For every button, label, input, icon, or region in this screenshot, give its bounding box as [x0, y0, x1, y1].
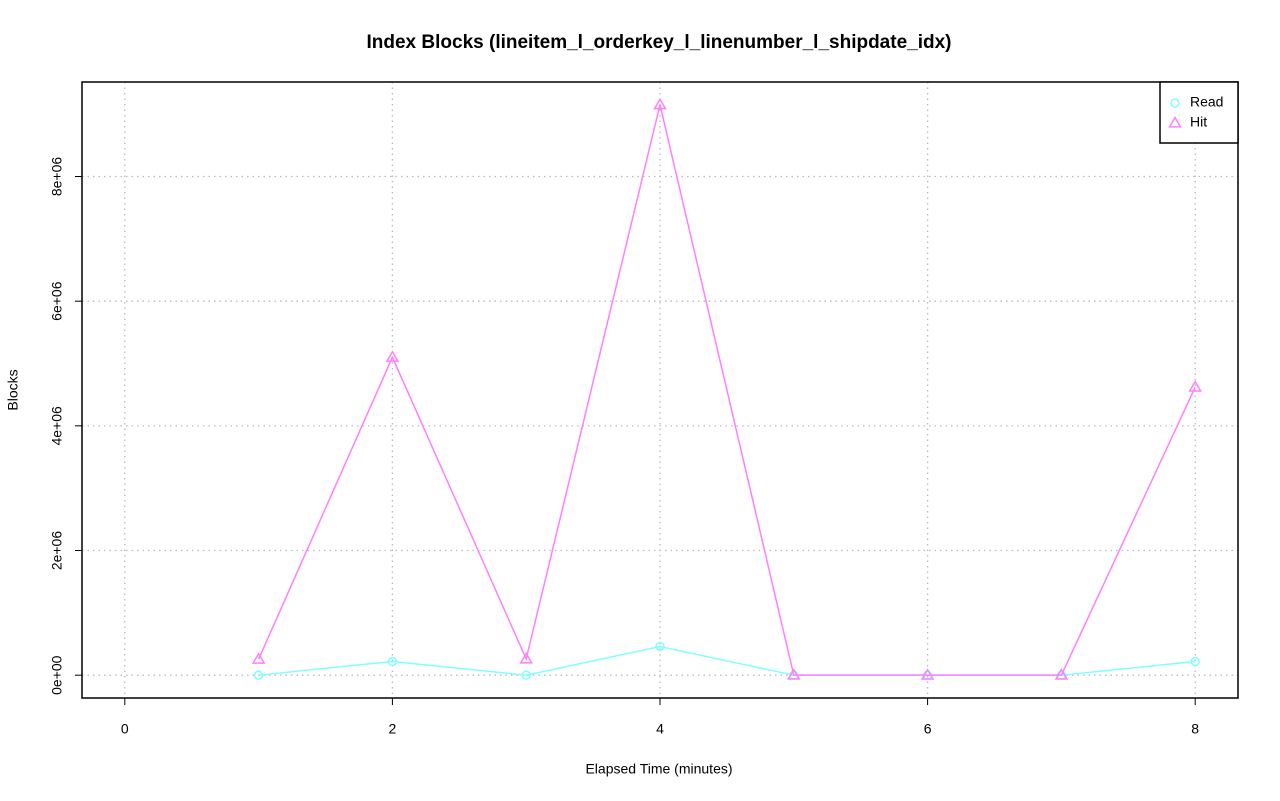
y-tick-label: 0e+00	[49, 655, 65, 695]
data-point	[253, 670, 264, 680]
chart-title: Index Blocks (lineitem_l_orderkey_l_line…	[367, 32, 952, 53]
legend-box	[1159, 81, 1239, 144]
y-tick-label: 2e+06	[49, 531, 65, 571]
y-tick-label: 4e+06	[49, 406, 65, 446]
x-axis-label: Elapsed Time (minutes)	[585, 761, 732, 777]
x-tick-label: 2	[389, 721, 397, 737]
x-tick-label: 4	[656, 721, 664, 737]
data-point	[786, 668, 801, 680]
data-point	[655, 641, 665, 652]
data-point	[1190, 656, 1200, 667]
x-tick-label: 8	[1191, 721, 1199, 737]
data-point	[653, 97, 667, 110]
series-line	[258, 645, 1196, 676]
plot-frame	[81, 81, 1239, 699]
y-tick-label: 8e+06	[49, 157, 65, 197]
data-point	[251, 652, 266, 664]
data-point	[521, 670, 531, 680]
data-point	[1188, 380, 1202, 392]
data-point	[1054, 668, 1069, 680]
legend-label: Read	[1190, 94, 1223, 110]
legend-marker	[1170, 98, 1180, 108]
legend-marker	[1168, 116, 1182, 128]
x-tick-label: 0	[121, 721, 129, 737]
data-point	[387, 656, 398, 667]
series-line	[257, 104, 1196, 676]
data-point	[519, 651, 534, 664]
data-point	[920, 668, 935, 680]
legend-label: Hit	[1190, 114, 1207, 130]
y-tick-label: 6e+06	[49, 281, 65, 321]
x-tick-label: 6	[924, 721, 932, 737]
data-point	[385, 350, 400, 362]
y-axis-label: Blocks	[5, 369, 21, 410]
